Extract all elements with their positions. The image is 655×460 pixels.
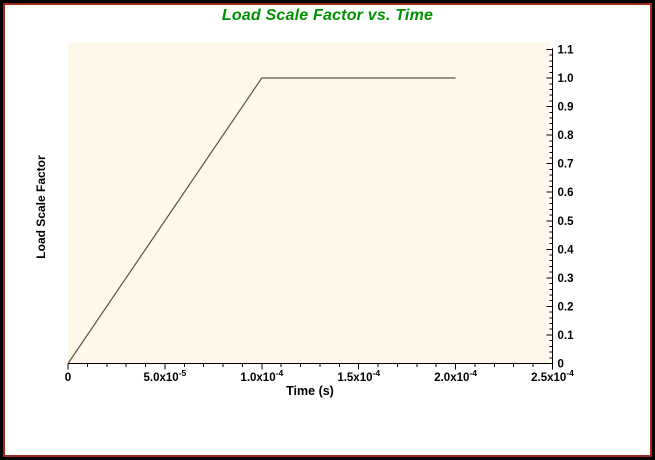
plot-area — [68, 42, 550, 363]
y-tick-label: 1.1 — [558, 45, 575, 57]
y-tick-label: 0.9 — [558, 102, 574, 114]
data-line — [67, 77, 456, 364]
y-tick-label: 0.5 — [558, 216, 575, 228]
y-tick-label: 0 — [558, 359, 564, 371]
x-tick-label: 2.0x10-4 — [434, 368, 477, 384]
x-tick-label: 5.0x10-5 — [144, 368, 187, 384]
y-tick-label: 0.3 — [558, 273, 574, 285]
y-tick-label: 0.7 — [558, 159, 574, 171]
chart-title: Load Scale Factor vs. Time — [221, 7, 434, 24]
x-tick-label: 1.5x10-4 — [337, 368, 380, 384]
x-axis-title: Time (s) — [286, 384, 334, 398]
x-tick-label: 1.0x10-4 — [240, 368, 283, 384]
x-tick-label: 2.5x10-4 — [531, 368, 574, 384]
y-tick-label: 0.2 — [558, 301, 574, 313]
y-tick-label: 0.8 — [558, 130, 575, 142]
x-tick-label: 0 — [65, 372, 71, 384]
y-tick-label: 1.0 — [558, 73, 574, 85]
y-tick-label: 0.1 — [558, 330, 575, 342]
y-tick-label: 0.4 — [558, 244, 575, 256]
y-tick-label: 0.6 — [558, 187, 574, 199]
